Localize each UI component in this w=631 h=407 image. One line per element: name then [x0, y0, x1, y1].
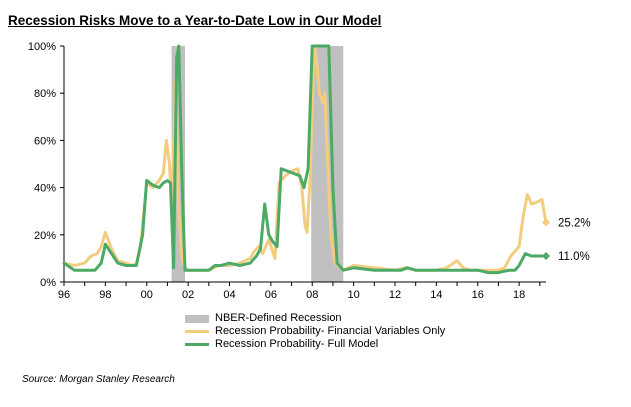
- chart-title: Recession Risks Move to a Year-to-Date L…: [8, 13, 382, 28]
- x-tick-label-3: 02: [182, 289, 194, 301]
- y-tick-label-0: 0%: [40, 277, 56, 289]
- y-tick-label-4: 80%: [34, 88, 56, 100]
- x-tick-label-11: 18: [513, 289, 525, 301]
- legend-item-financial: Recession Probability- Financial Variabl…: [185, 325, 445, 338]
- legend-swatch-full-model: [185, 343, 209, 346]
- financial-variables-line: [62, 44, 548, 272]
- x-tick-label-5: 06: [265, 289, 277, 301]
- legend-label-financial: Recession Probability- Financial Variabl…: [215, 325, 446, 337]
- y-tick-label-3: 60%: [34, 135, 56, 147]
- source-note: Source: Morgan Stanley Research: [22, 374, 175, 385]
- x-tick-label-10: 16: [472, 289, 484, 301]
- legend-swatch-financial: [185, 330, 209, 333]
- x-tick-label-0: 96: [58, 289, 70, 301]
- x-tick-label-4: 04: [223, 289, 235, 301]
- x-tick-label-9: 14: [430, 289, 442, 301]
- y-tick-label-2: 40%: [34, 183, 56, 195]
- x-tick-label-1: 98: [99, 289, 111, 301]
- x-tick-label-8: 12: [389, 289, 401, 301]
- legend: NBER-Defined Recession Recession Probabi…: [185, 312, 445, 351]
- financial-variables-end-label: 25.2%: [558, 218, 591, 230]
- y-tick-label-1: 20%: [34, 230, 56, 242]
- full-model-end-marker: [542, 252, 550, 261]
- y-tick-label-5: 100%: [28, 41, 56, 53]
- legend-swatch-recession: [185, 314, 209, 323]
- legend-label-recession: NBER-Defined Recession: [215, 312, 342, 324]
- legend-label-full-model: Recession Probability- Full Model: [215, 338, 379, 350]
- x-tick-label-2: 00: [141, 289, 153, 301]
- legend-item-full-model: Recession Probability- Full Model: [185, 338, 445, 351]
- x-tick-label-6: 08: [306, 289, 318, 301]
- financial-variables-end-marker: [542, 218, 550, 227]
- full-model-line: [62, 44, 548, 275]
- legend-item-recession: NBER-Defined Recession: [185, 312, 445, 325]
- x-tick-label-7: 10: [347, 289, 359, 301]
- full-model-end-label: 11.0%: [558, 251, 590, 263]
